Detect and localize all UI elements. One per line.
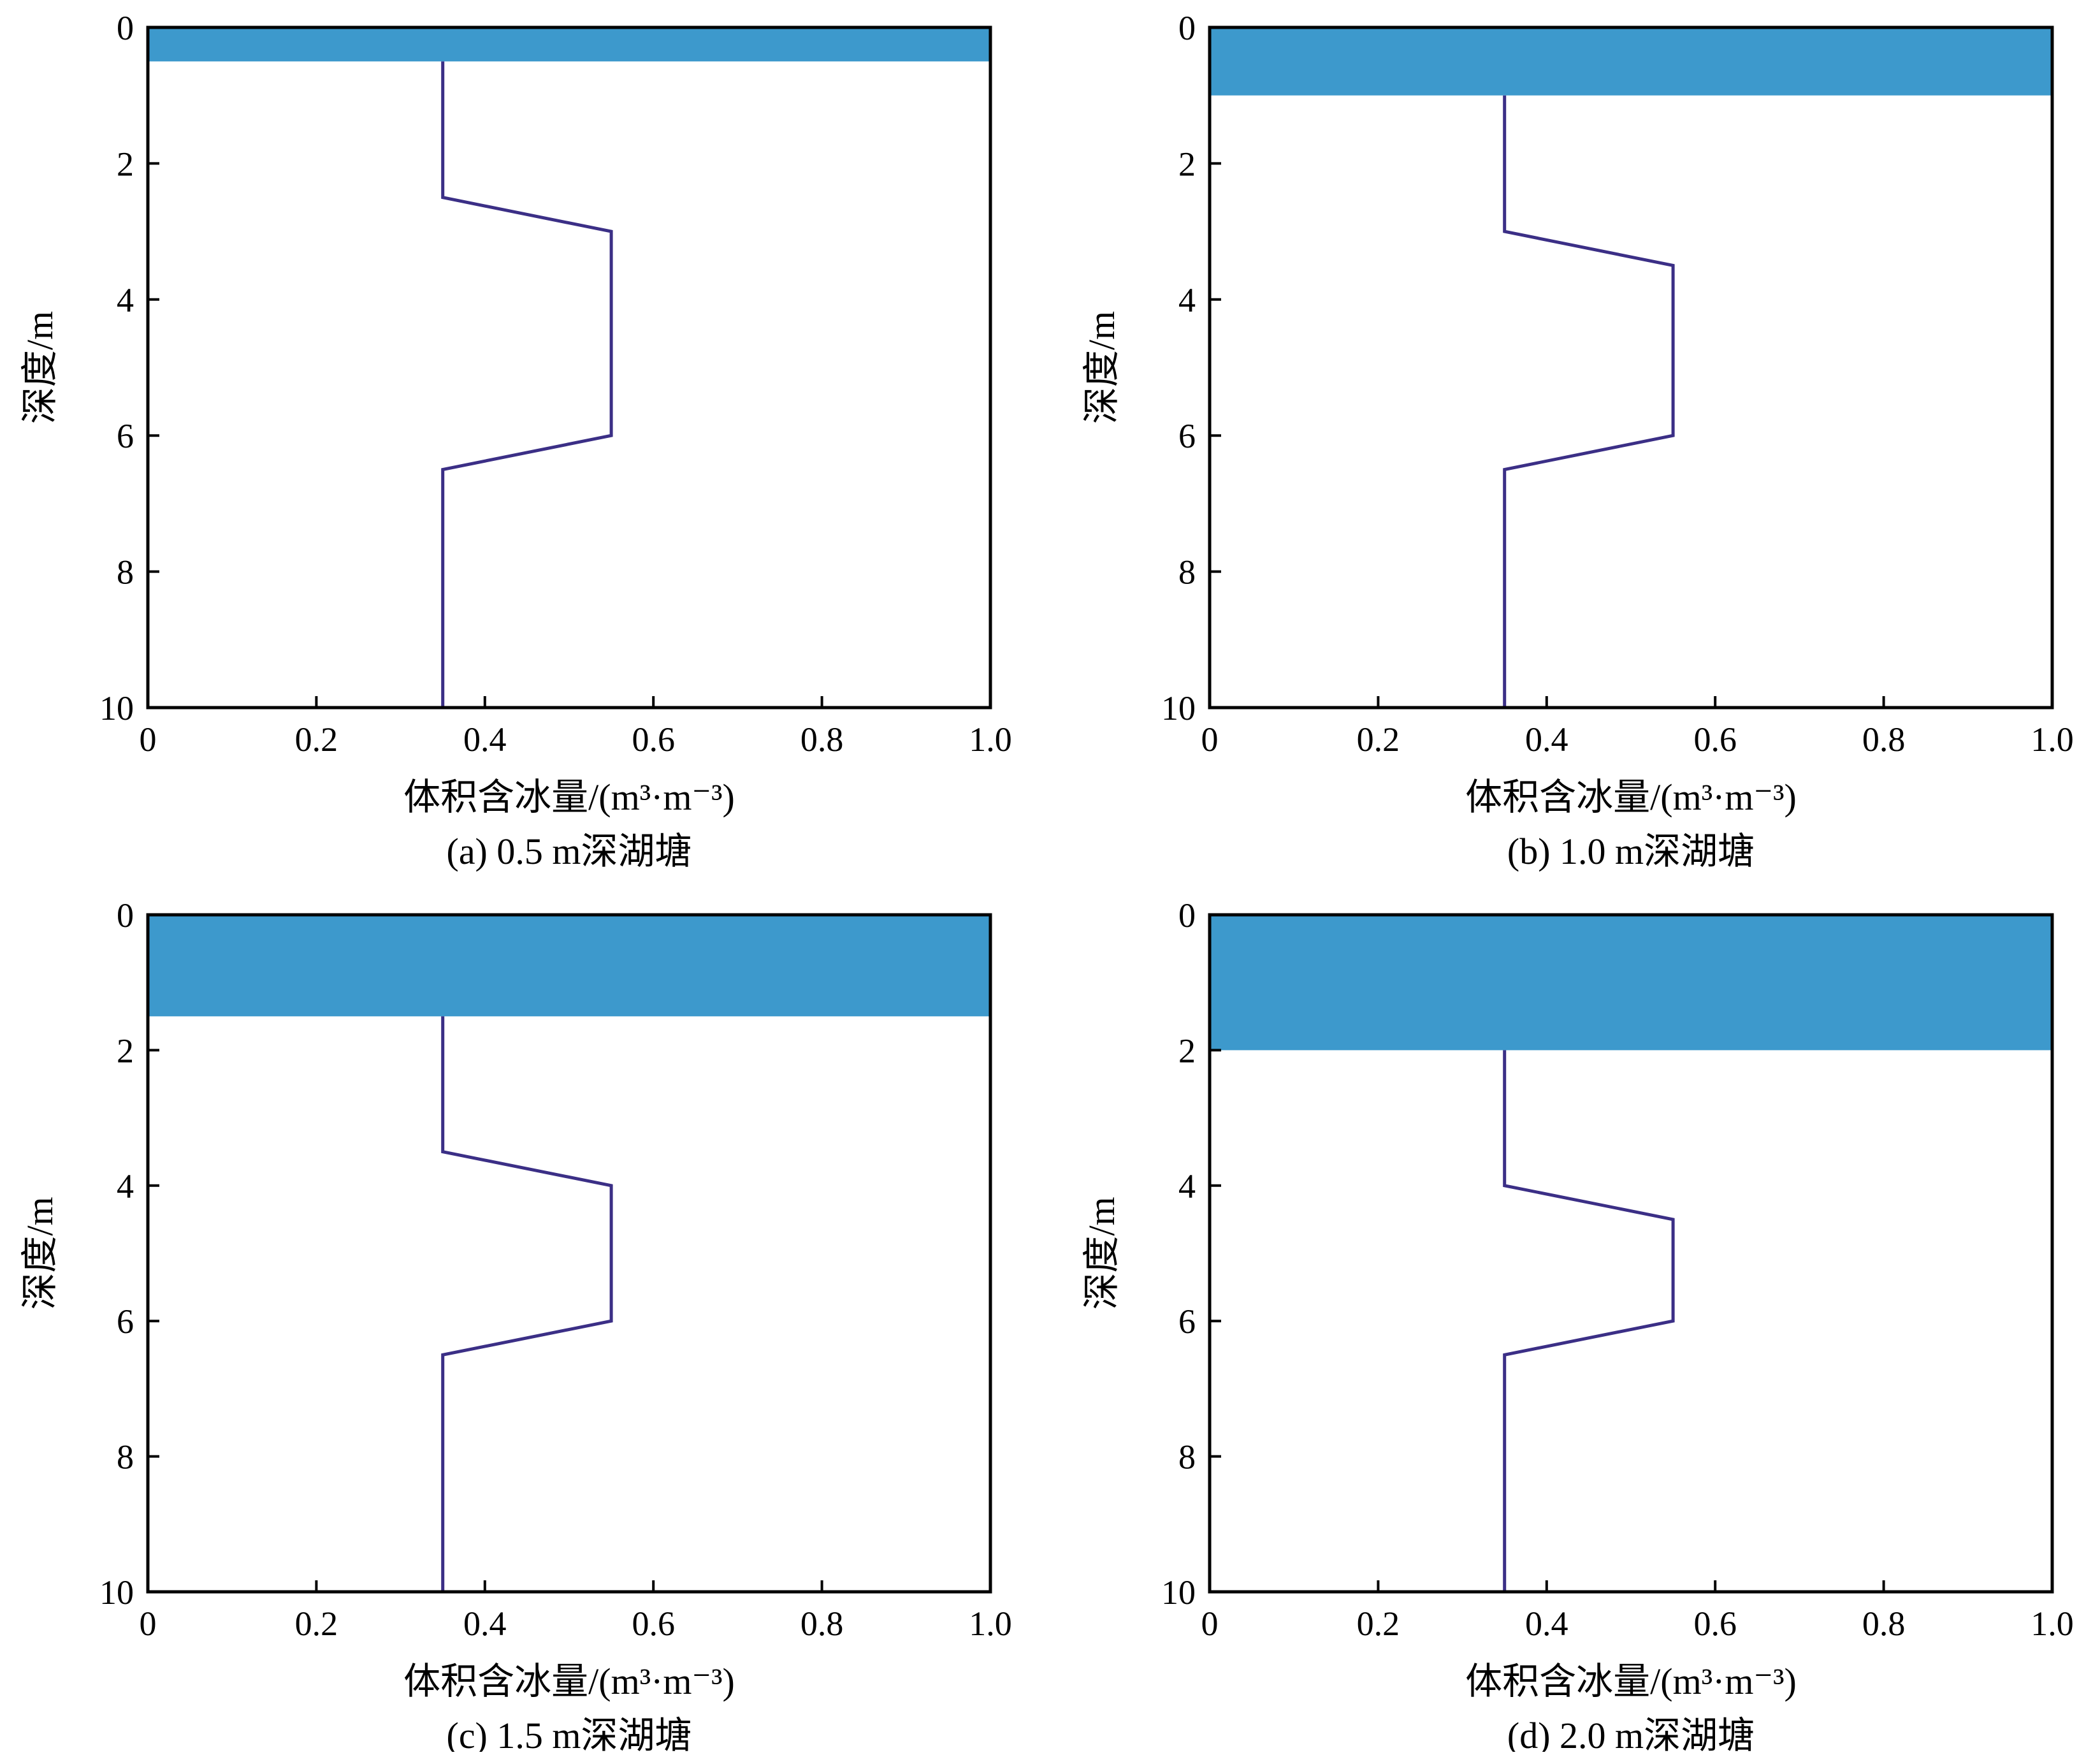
x-tick-label: 0: [140, 720, 157, 759]
y-tick-label: 10: [1161, 689, 1196, 727]
x-tick-label: 0.2: [1357, 1605, 1400, 1643]
ice-content-profile-line: [441, 1016, 613, 1592]
y-tick-label: 0: [1178, 896, 1196, 935]
x-tick-label: 0: [1201, 720, 1219, 759]
x-tick-label: 0.6: [632, 720, 675, 759]
y-axis-label: 深度/m: [1081, 311, 1122, 424]
y-tick-label: 10: [1161, 1573, 1196, 1612]
y-tick-label: 2: [117, 1031, 134, 1070]
y-tick-label: 4: [117, 281, 134, 319]
x-tick-label: 0.4: [463, 720, 507, 759]
y-tick-label: 2: [1178, 1031, 1196, 1070]
x-tick-label: 0.2: [1357, 720, 1400, 759]
chart-panel-0: 0 0.2 0.4 0.6 0.8 1.0 0 2 4 6 8 10 体积含冰量/(m³·m⁻³) 深度/…: [19, 9, 1012, 872]
chart-panel-3: 0 0.2 0.4 0.6 0.8 1.0 0 2 4 6 8 10 体积含冰量/(m³·m⁻³) 深度/…: [1081, 896, 2074, 1755]
x-tick-label: 1.0: [969, 1605, 1012, 1643]
panel-caption: (a) 0.5 m深湖塘: [447, 831, 692, 872]
y-axis-label: 深度/m: [19, 1197, 61, 1309]
y-tick-label: 6: [117, 1302, 134, 1341]
y-tick-label: 4: [1178, 281, 1196, 319]
ice-content-profile-line: [441, 61, 613, 708]
y-tick-label: 8: [1178, 1438, 1196, 1476]
water-layer-band: [1210, 915, 2052, 1051]
x-tick-label: 0.2: [295, 1605, 338, 1643]
water-layer-band: [148, 915, 990, 1017]
x-axis-label: 体积含冰量/(m³·m⁻³): [1465, 1661, 1797, 1702]
plot-frame: [1208, 25, 2054, 710]
y-tick-label: 8: [1178, 553, 1196, 592]
x-tick-label: 0.8: [800, 720, 844, 759]
x-tick-label: 0.8: [1862, 1605, 1906, 1643]
y-axis-label: 深度/m: [1081, 1197, 1122, 1309]
y-tick-label: 4: [117, 1167, 134, 1205]
chart-panel-1: 0 0.2 0.4 0.6 0.8 1.0 0 2 4 6 8 10 体积含冰量/(m³·m⁻³) 深度/…: [1081, 9, 2074, 872]
x-axis-label: 体积含冰量/(m³·m⁻³): [1465, 776, 1797, 818]
y-tick-label: 0: [117, 896, 134, 935]
y-tick-label: 0: [1178, 9, 1196, 47]
x-axis-label: 体积含冰量/(m³·m⁻³): [403, 776, 735, 818]
panel-caption: (c) 1.5 m深湖塘: [447, 1715, 692, 1752]
y-tick-label: 8: [117, 553, 134, 592]
x-tick-label: 0: [1201, 1605, 1219, 1643]
x-tick-label: 0.4: [1525, 720, 1568, 759]
y-tick-label: 6: [1178, 417, 1196, 455]
y-tick-label: 2: [117, 145, 134, 183]
x-tick-label: 0.2: [295, 720, 338, 759]
x-tick-label: 0.8: [1862, 720, 1906, 759]
chart-panel-2: 0 0.2 0.4 0.6 0.8 1.0 0 2 4 6 8 10 体积含冰量/(m³·m⁻³) 深度/…: [19, 896, 1012, 1755]
plot-frame: [146, 25, 992, 710]
y-tick-label: 0: [117, 9, 134, 47]
x-tick-label: 0.6: [1693, 720, 1737, 759]
x-tick-label: 0.6: [632, 1605, 675, 1643]
x-tick-label: 0.4: [1525, 1605, 1568, 1643]
panel-caption: (b) 1.0 m深湖塘: [1507, 831, 1755, 872]
x-tick-label: 1.0: [2031, 720, 2074, 759]
ice-content-profile-line: [1503, 1050, 1675, 1592]
x-tick-label: 0: [140, 1605, 157, 1643]
y-tick-label: 8: [117, 1438, 134, 1476]
y-tick-label: 6: [1178, 1302, 1196, 1341]
y-tick-label: 10: [99, 689, 134, 727]
x-tick-label: 1.0: [2031, 1605, 2074, 1643]
plot-frame: [146, 913, 992, 1594]
y-tick-label: 4: [1178, 1167, 1196, 1205]
x-tick-label: 0.8: [800, 1605, 844, 1643]
y-tick-label: 6: [117, 417, 134, 455]
y-axis-label: 深度/m: [19, 311, 61, 424]
x-tick-label: 0.6: [1693, 1605, 1737, 1643]
x-tick-label: 0.4: [463, 1605, 507, 1643]
water-layer-band: [1210, 27, 2052, 96]
y-tick-label: 10: [99, 1573, 134, 1612]
y-tick-label: 2: [1178, 145, 1196, 183]
ice-content-profile-line: [1503, 95, 1675, 708]
plot-frame: [1208, 913, 2054, 1594]
water-layer-band: [148, 27, 990, 62]
x-axis-label: 体积含冰量/(m³·m⁻³): [403, 1661, 735, 1702]
x-tick-label: 1.0: [969, 720, 1012, 759]
panel-caption: (d) 2.0 m深湖塘: [1507, 1715, 1755, 1752]
